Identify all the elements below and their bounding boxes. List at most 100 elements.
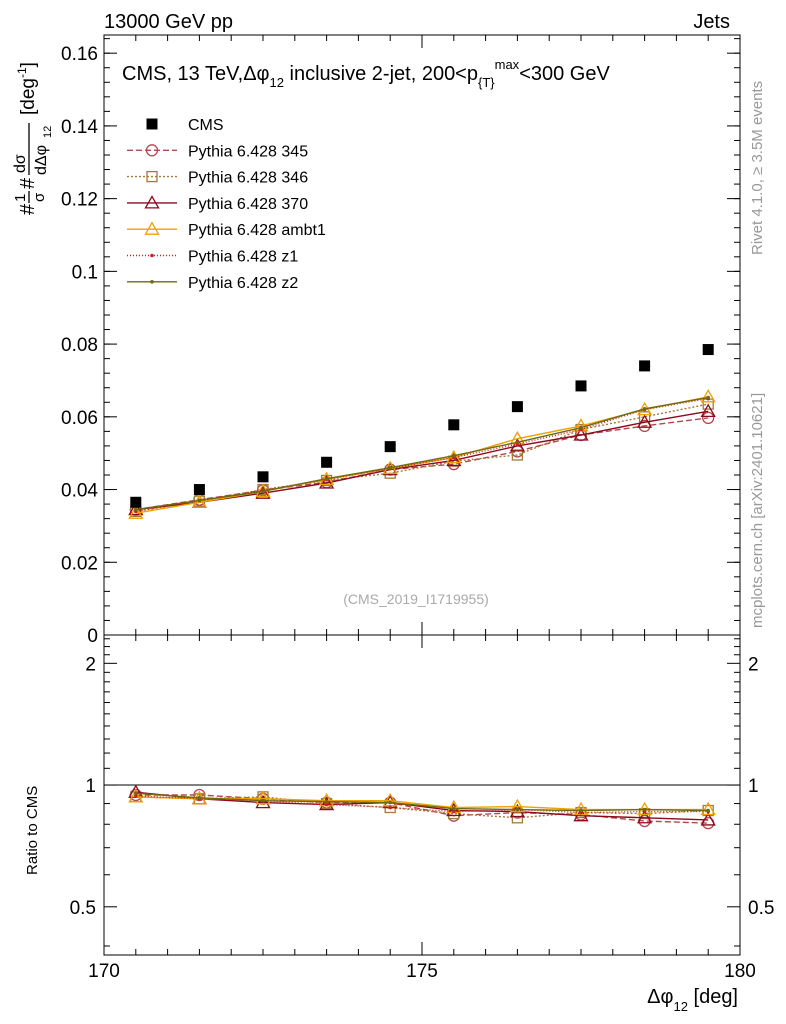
- y-tick-label: 0.12: [61, 190, 98, 211]
- series-point: [197, 498, 202, 503]
- legend-marker: [144, 195, 160, 209]
- series-point: [702, 411, 715, 425]
- ratio-point: [261, 798, 265, 803]
- series-point: [511, 449, 524, 461]
- svg-text:1: 1: [12, 194, 29, 202]
- svg-text:dσ: dσ: [12, 154, 29, 173]
- analysis-watermark: (CMS_2019_I1719955): [343, 591, 489, 607]
- ratio-point: [382, 792, 398, 807]
- y-tick-label: 0.16: [61, 44, 98, 65]
- ratio-tick-label: 1: [85, 776, 96, 797]
- ratio-point: [700, 801, 716, 816]
- data-point: [193, 484, 205, 496]
- ratio-point: [706, 808, 710, 813]
- side-label-bottom: mcplots.cern.ch [arXiv:2401.10621]: [749, 393, 766, 628]
- ratio-point: [642, 807, 647, 812]
- data-point: [384, 441, 396, 453]
- legend-entry: Pythia 6.428 370: [127, 195, 308, 213]
- legend-marker: [146, 118, 158, 130]
- ratio-point: [515, 807, 520, 812]
- y-tick-label: 0.02: [61, 553, 98, 574]
- legend-entry: Pythia 6.428 346: [127, 170, 308, 187]
- legend-entry: Pythia 6.428 z2: [127, 275, 298, 292]
- series-point: [128, 505, 144, 519]
- header-left: 13000 GeV pp: [104, 11, 233, 33]
- y-tick-label: 0.06: [61, 408, 98, 429]
- header-right: Jets: [693, 11, 730, 33]
- series-point: [452, 453, 456, 458]
- ratio-point: [511, 812, 524, 824]
- ratio-point: [134, 791, 138, 795]
- ratio-point: [509, 803, 526, 818]
- ratio-point: [452, 806, 456, 811]
- series-point: [515, 440, 520, 445]
- legend-label: Pythia 6.428 345: [188, 143, 308, 160]
- ratio-point: [388, 805, 393, 810]
- ratio-point: [509, 798, 526, 813]
- svg-text:#: #: [17, 203, 39, 215]
- series-point: [134, 507, 138, 512]
- data-point: [511, 401, 523, 413]
- legend-marker: [144, 221, 160, 235]
- y-tick-label: 0.1: [72, 262, 98, 283]
- data-point: [702, 344, 714, 356]
- series-point: [706, 395, 710, 400]
- series-layer: [128, 344, 716, 830]
- ratio-tick-label-right: 1: [748, 776, 759, 797]
- ratio-axis-label: Ratio to CMS: [24, 786, 41, 875]
- series-point: [579, 425, 583, 430]
- legend-marker: [150, 280, 154, 284]
- x-tick-label: 170: [88, 961, 120, 982]
- ratio-ticks: 0.5 0.5 1 1 2 2: [70, 638, 774, 947]
- series-point: [261, 489, 265, 494]
- series-line: [135, 396, 709, 511]
- series-point: [573, 427, 589, 441]
- ratio-point: [255, 794, 271, 809]
- data-point: [257, 471, 269, 483]
- ratio-point: [134, 794, 138, 798]
- ratio-tick-label: 2: [85, 654, 96, 675]
- ratio-tick-label: 0.5: [70, 898, 96, 919]
- ratio-point: [573, 801, 589, 816]
- ratio-point: [452, 809, 456, 814]
- legend: CMS Pythia 6.428 345 Pythia 6.428 346 Pythi…: [127, 117, 326, 292]
- svg-text:dΔφ: dΔφ: [33, 145, 50, 175]
- ratio-point: [446, 802, 462, 817]
- svg-text:σ: σ: [31, 192, 48, 202]
- svg-text:[deg-1]: [deg-1]: [15, 62, 39, 115]
- series-point: [318, 475, 335, 489]
- series-point: [636, 414, 653, 428]
- x-tick-label: 180: [724, 961, 756, 982]
- ratio-point: [388, 800, 393, 805]
- ratio-line: [135, 791, 709, 821]
- ratio-point: [579, 808, 583, 813]
- series-line: [135, 417, 709, 511]
- series-point: [388, 465, 393, 470]
- series-line: [135, 410, 709, 511]
- legend-entry: Pythia 6.428 ambt1: [127, 221, 326, 239]
- y-tick-label: 0.14: [61, 117, 98, 138]
- y-tick-label: 0: [87, 626, 98, 647]
- legend-marker: [150, 253, 154, 258]
- x-tick-label: 175: [406, 961, 438, 982]
- legend-label: Pythia 6.428 ambt1: [188, 222, 326, 239]
- y-tick-label: 0.08: [61, 335, 98, 356]
- ratio-line: [135, 792, 709, 812]
- legend-entry: CMS: [146, 117, 224, 134]
- ratio-line: [135, 795, 709, 814]
- legend-label: Pythia 6.428 346: [188, 170, 308, 187]
- data-point: [448, 419, 460, 431]
- ratio-point: [636, 809, 653, 824]
- ratio-point: [636, 801, 653, 816]
- ratio-tick-label-right: 0.5: [748, 898, 774, 919]
- series-line: [135, 403, 709, 513]
- legend-marker: [146, 170, 158, 183]
- ratio-line: [135, 794, 709, 824]
- series-point: [446, 452, 462, 467]
- ratio-point: [255, 790, 271, 805]
- y-axis-label: # 1 σ # dσ dΔφ 12 [deg-1]: [12, 62, 54, 215]
- svg-text:12: 12: [42, 126, 54, 138]
- ratio-point: [324, 799, 329, 804]
- ratio-tick-label-right: 2: [748, 654, 759, 675]
